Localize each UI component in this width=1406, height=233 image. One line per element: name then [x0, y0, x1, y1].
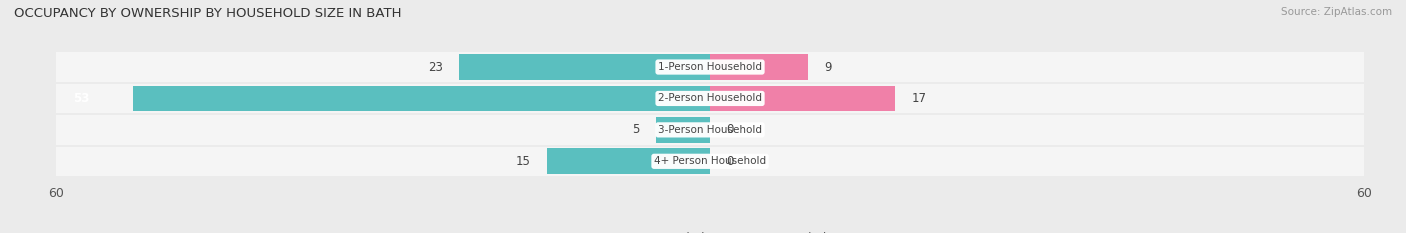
Text: 4+ Person Household: 4+ Person Household	[654, 156, 766, 166]
Text: 5: 5	[631, 123, 640, 136]
Bar	[710, 54, 808, 80]
Text: 17: 17	[911, 92, 927, 105]
Text: OCCUPANCY BY OWNERSHIP BY HOUSEHOLD SIZE IN BATH: OCCUPANCY BY OWNERSHIP BY HOUSEHOLD SIZE…	[14, 7, 402, 20]
Text: 15: 15	[516, 155, 530, 168]
Bar	[710, 86, 896, 111]
Text: 9: 9	[824, 61, 832, 74]
Bar	[56, 115, 1364, 145]
Text: 0: 0	[727, 123, 734, 136]
Bar	[56, 52, 1364, 82]
Legend: Owner-occupied, Renter-occupied: Owner-occupied, Renter-occupied	[588, 228, 832, 233]
Bar	[547, 148, 710, 174]
Text: 1-Person Household: 1-Person Household	[658, 62, 762, 72]
Text: 23: 23	[429, 61, 443, 74]
Bar	[56, 147, 1364, 176]
Bar	[460, 54, 710, 80]
Bar	[56, 84, 1364, 113]
Bar	[655, 117, 710, 143]
Text: 3-Person Household: 3-Person Household	[658, 125, 762, 135]
Bar	[132, 86, 710, 111]
Text: 2-Person Household: 2-Person Household	[658, 93, 762, 103]
Text: 0: 0	[727, 155, 734, 168]
Text: 53: 53	[73, 92, 89, 105]
Text: Source: ZipAtlas.com: Source: ZipAtlas.com	[1281, 7, 1392, 17]
